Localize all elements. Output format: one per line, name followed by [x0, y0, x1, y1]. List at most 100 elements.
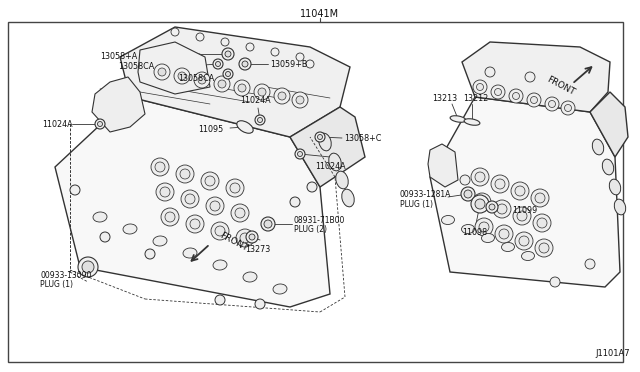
Circle shape	[214, 76, 230, 92]
Circle shape	[495, 225, 513, 243]
Circle shape	[218, 80, 226, 88]
Text: 13059+B: 13059+B	[270, 60, 307, 68]
Ellipse shape	[213, 260, 227, 270]
Circle shape	[231, 204, 249, 222]
Text: 08931-71B00: 08931-71B00	[294, 215, 346, 224]
Circle shape	[475, 199, 485, 209]
Circle shape	[527, 93, 541, 107]
Circle shape	[176, 165, 194, 183]
Circle shape	[215, 295, 225, 305]
Text: 00933-1281A: 00933-1281A	[400, 189, 451, 199]
Ellipse shape	[342, 189, 355, 207]
Circle shape	[78, 257, 98, 277]
Circle shape	[205, 176, 215, 186]
Circle shape	[198, 76, 206, 84]
Circle shape	[178, 72, 186, 80]
Circle shape	[254, 84, 270, 100]
Text: 13273: 13273	[245, 246, 270, 254]
Ellipse shape	[329, 153, 341, 171]
Circle shape	[460, 175, 470, 185]
Circle shape	[154, 64, 170, 80]
Circle shape	[240, 233, 250, 243]
Polygon shape	[462, 42, 610, 112]
Circle shape	[471, 168, 489, 186]
Polygon shape	[138, 42, 210, 94]
Circle shape	[238, 84, 246, 92]
Circle shape	[307, 182, 317, 192]
Polygon shape	[428, 144, 458, 187]
Ellipse shape	[592, 139, 604, 155]
Circle shape	[533, 214, 551, 232]
Circle shape	[181, 190, 199, 208]
Circle shape	[561, 101, 575, 115]
Circle shape	[550, 277, 560, 287]
Circle shape	[473, 193, 491, 211]
Circle shape	[145, 249, 155, 259]
Polygon shape	[120, 27, 350, 137]
Circle shape	[475, 218, 493, 236]
Text: J1101A7: J1101A7	[595, 349, 630, 358]
Circle shape	[315, 132, 325, 142]
Text: FRONT: FRONT	[218, 231, 249, 253]
Circle shape	[296, 53, 304, 61]
Circle shape	[271, 48, 279, 56]
Circle shape	[535, 239, 553, 257]
Text: FRONT: FRONT	[545, 75, 576, 97]
Circle shape	[174, 68, 190, 84]
Ellipse shape	[461, 224, 474, 234]
Ellipse shape	[614, 199, 626, 215]
Circle shape	[278, 92, 286, 100]
Circle shape	[236, 229, 254, 247]
Circle shape	[513, 93, 520, 99]
Circle shape	[151, 158, 169, 176]
Circle shape	[257, 118, 262, 122]
Polygon shape	[92, 77, 145, 132]
Circle shape	[95, 119, 105, 129]
Circle shape	[194, 72, 210, 88]
Ellipse shape	[481, 234, 495, 243]
Circle shape	[97, 122, 102, 126]
Circle shape	[156, 183, 174, 201]
Circle shape	[515, 232, 533, 250]
Ellipse shape	[273, 284, 287, 294]
Circle shape	[292, 92, 308, 108]
Circle shape	[548, 100, 556, 108]
Text: 11041M: 11041M	[300, 9, 340, 19]
Circle shape	[255, 299, 265, 309]
Circle shape	[225, 71, 230, 77]
Circle shape	[495, 89, 502, 96]
Circle shape	[158, 68, 166, 76]
Circle shape	[298, 151, 303, 157]
Ellipse shape	[602, 159, 614, 175]
Circle shape	[295, 149, 305, 159]
Ellipse shape	[609, 179, 621, 195]
Circle shape	[517, 211, 527, 221]
Circle shape	[255, 115, 265, 125]
Circle shape	[479, 222, 489, 232]
Text: 11024A: 11024A	[42, 119, 72, 128]
Circle shape	[234, 80, 250, 96]
Circle shape	[226, 179, 244, 197]
Text: 11098: 11098	[462, 228, 487, 237]
Circle shape	[545, 97, 559, 111]
Circle shape	[235, 208, 245, 218]
Circle shape	[477, 83, 483, 90]
Circle shape	[306, 60, 314, 68]
Circle shape	[531, 189, 549, 207]
Circle shape	[525, 72, 535, 82]
Circle shape	[190, 219, 200, 229]
Text: 00933-13090: 00933-13090	[40, 272, 92, 280]
Text: 13058CA: 13058CA	[178, 74, 214, 83]
Circle shape	[519, 236, 529, 246]
Circle shape	[475, 172, 485, 182]
Circle shape	[186, 215, 204, 233]
Circle shape	[100, 232, 110, 242]
Text: 13058CA: 13058CA	[118, 61, 154, 71]
Circle shape	[491, 85, 505, 99]
Text: 13058+C: 13058+C	[344, 134, 381, 142]
Ellipse shape	[183, 248, 197, 258]
Circle shape	[509, 89, 523, 103]
Circle shape	[461, 187, 475, 201]
Circle shape	[225, 51, 231, 57]
Circle shape	[485, 67, 495, 77]
